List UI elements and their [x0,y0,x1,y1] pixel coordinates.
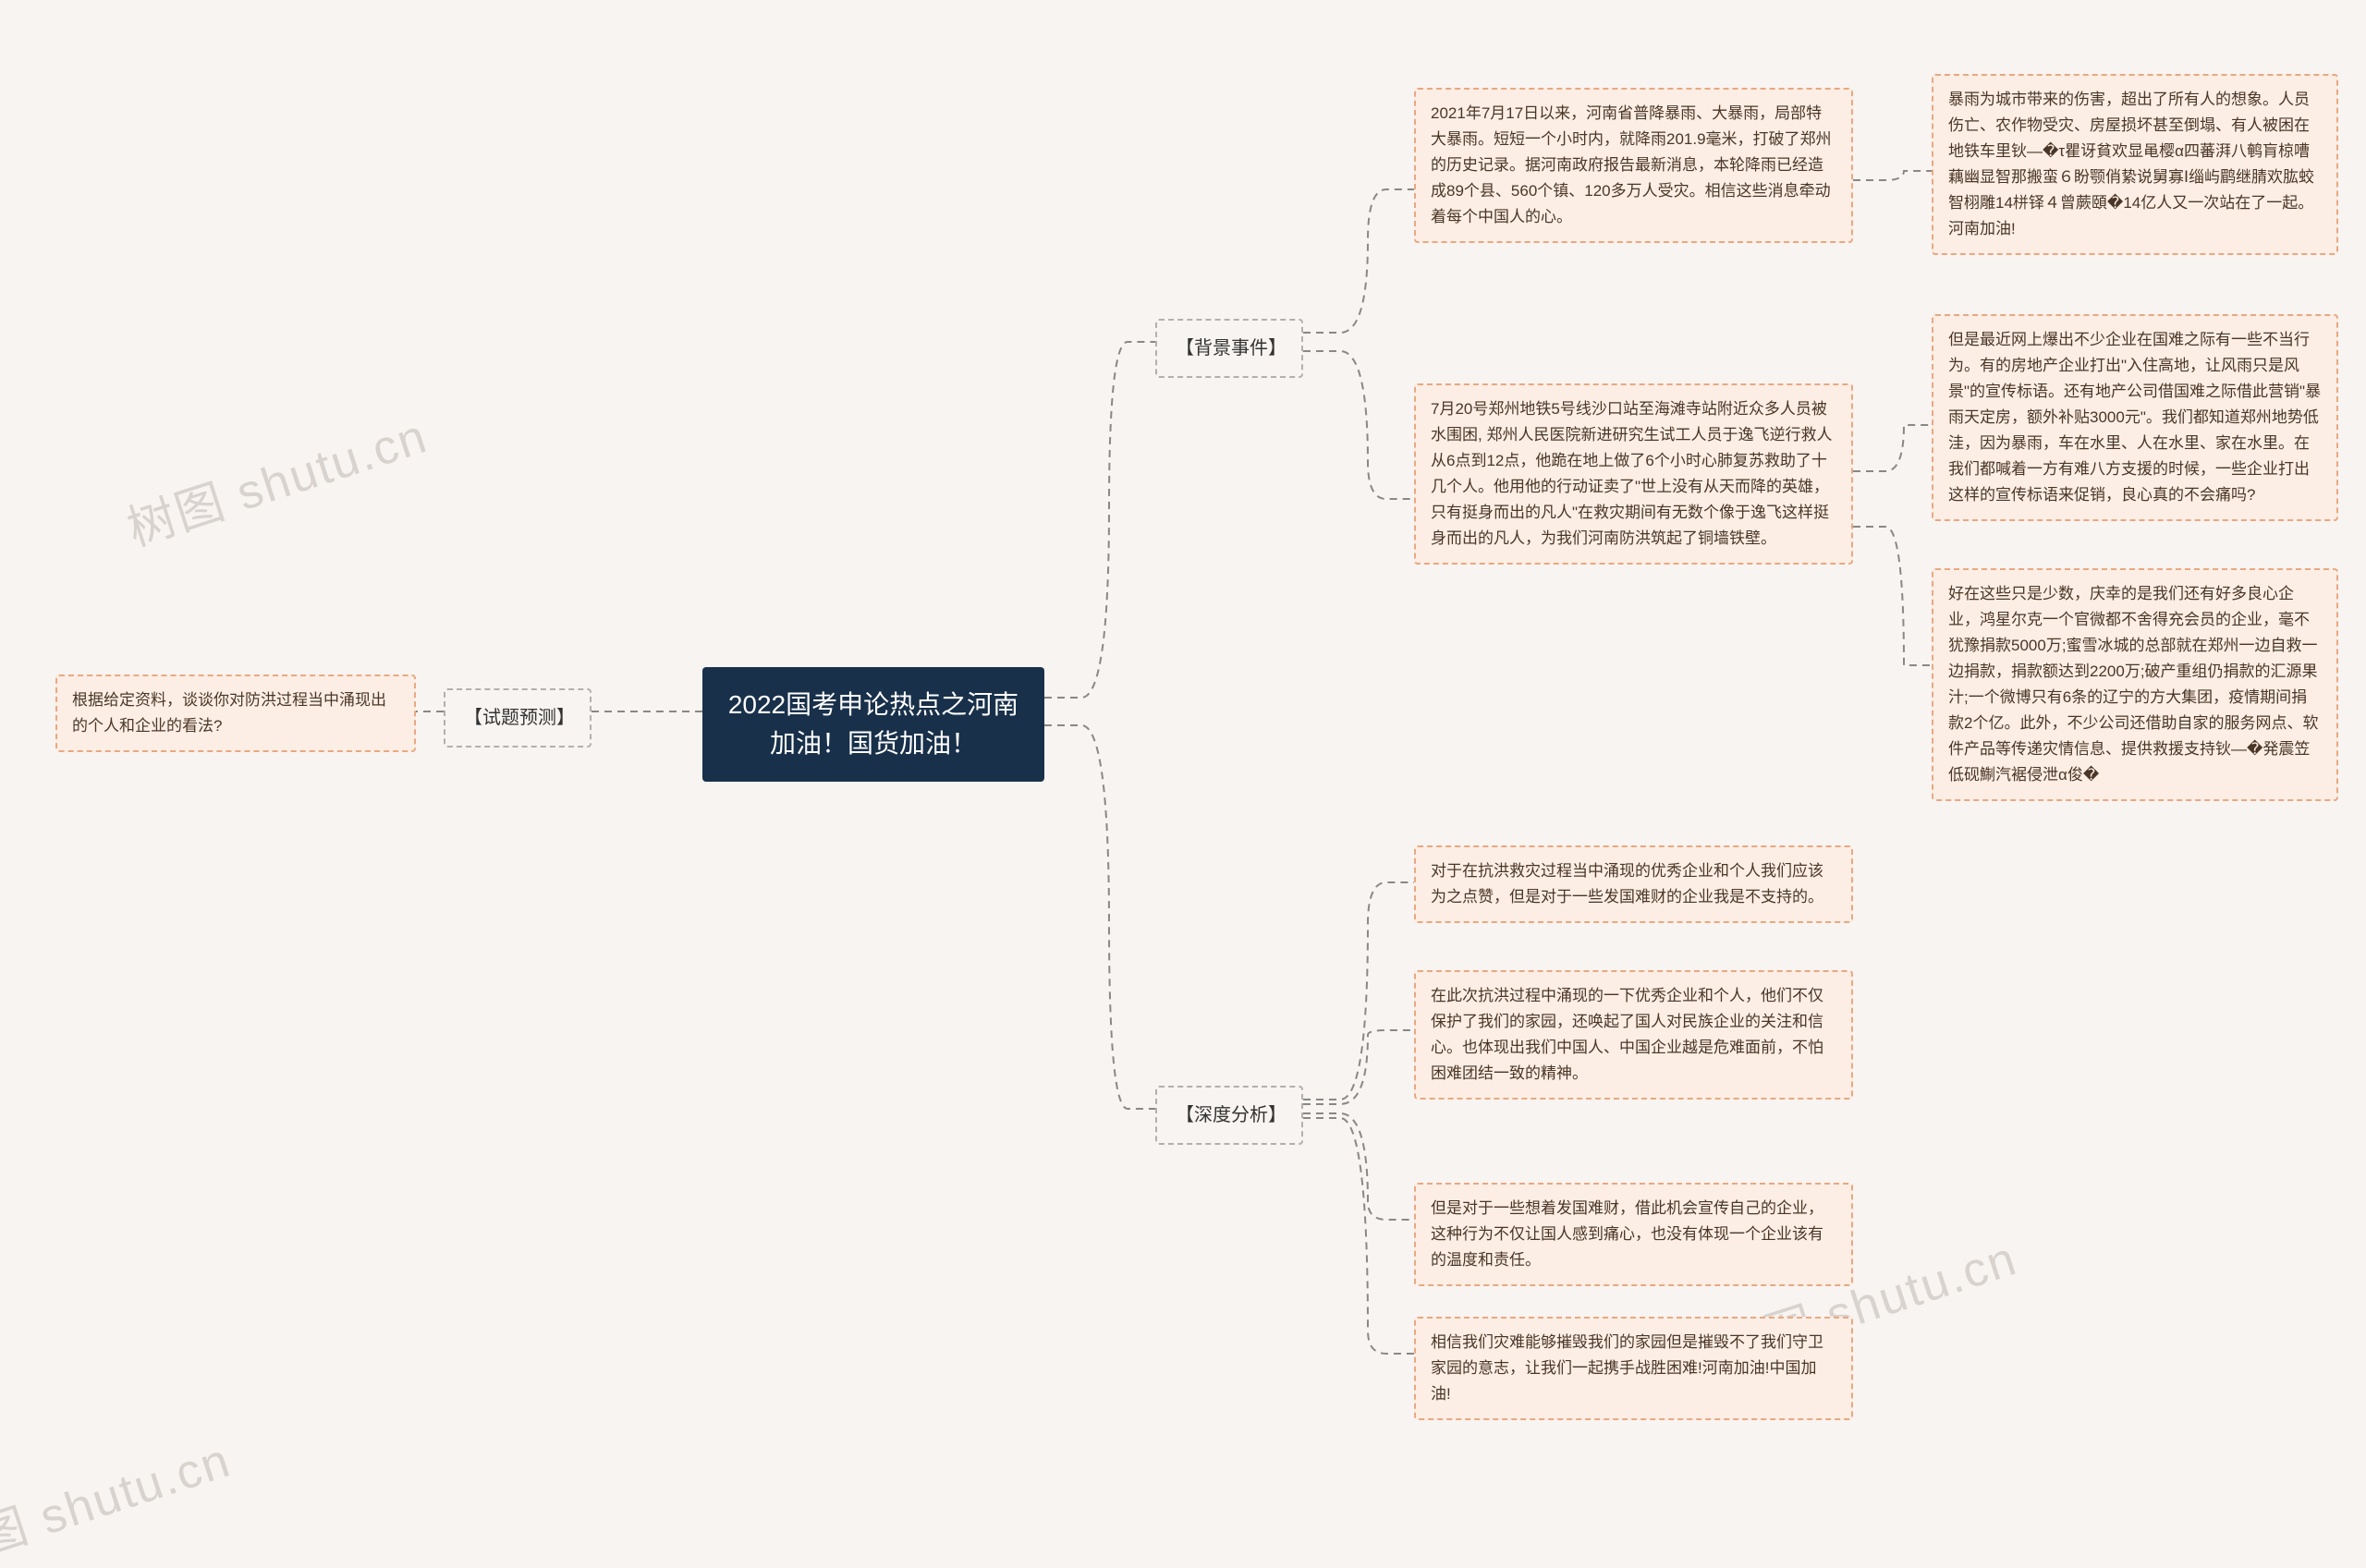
deep-item-4[interactable]: 相信我们灾难能够摧毁我们的家园但是摧毁不了我们守卫家园的意志，让我们一起携手战胜… [1414,1317,1853,1420]
bg-sub-1[interactable]: 暴雨为城市带来的伤害，超出了所有人的想象。人员伤亡、农作物受灾、房屋损坏甚至倒塌… [1932,74,2338,255]
deep-item-3-text: 但是对于一些想着发国难财，借此机会宣传自己的企业，这种行为不仅让国人感到痛心，也… [1431,1199,1823,1269]
center-line2: 加油！国货加油！ [770,729,977,758]
deep-section[interactable]: 【深度分析】 [1155,1086,1303,1145]
left-leaf-text: 根据给定资料，谈谈你对防洪过程当中涌现出的个人和企业的看法? [72,691,386,735]
bg-sub-3-text: 好在这些只是少数，庆幸的是我们还有好多良心企业，鸿星尔克一个官微都不舍得充会员的… [1948,585,2318,784]
bg-item-2[interactable]: 7月20号郑州地铁5号线沙口站至海滩寺站附近众多人员被水围困, 郑州人民医院新进… [1414,383,1853,565]
left-section-label: 【试题预测】 [464,708,575,728]
left-leaf[interactable]: 根据给定资料，谈谈你对防洪过程当中涌现出的个人和企业的看法? [55,675,416,752]
deep-item-3[interactable]: 但是对于一些想着发国难财，借此机会宣传自己的企业，这种行为不仅让国人感到痛心，也… [1414,1183,1853,1286]
bg-item-2-text: 7月20号郑州地铁5号线沙口站至海滩寺站附近众多人员被水围困, 郑州人民医院新进… [1431,400,1832,547]
deep-section-label: 【深度分析】 [1176,1105,1287,1125]
center-node[interactable]: 2022国考申论热点之河南 加油！国货加油！ [702,667,1044,782]
deep-item-2[interactable]: 在此次抗洪过程中涌现的一下优秀企业和个人，他们不仅保护了我们的家园，还唤起了国人… [1414,970,1853,1100]
bg-item-1[interactable]: 2021年7月17日以来，河南省普降暴雨、大暴雨，局部特大暴雨。短短一个小时内，… [1414,88,1853,243]
bg-sub-3[interactable]: 好在这些只是少数，庆幸的是我们还有好多良心企业，鸿星尔克一个官微都不舍得充会员的… [1932,568,2338,801]
left-section[interactable]: 【试题预测】 [444,688,592,748]
bg-section-label: 【背景事件】 [1176,338,1287,359]
deep-item-2-text: 在此次抗洪过程中涌现的一下优秀企业和个人，他们不仅保护了我们的家园，还唤起了国人… [1431,987,1823,1082]
bg-item-1-text: 2021年7月17日以来，河南省普降暴雨、大暴雨，局部特大暴雨。短短一个小时内，… [1431,104,1832,225]
bg-sub-2[interactable]: 但是最近网上爆出不少企业在国难之际有一些不当行为。有的房地产企业打出"入住高地，… [1932,314,2338,521]
bg-sub-2-text: 但是最近网上爆出不少企业在国难之际有一些不当行为。有的房地产企业打出"入住高地，… [1948,331,2321,504]
bg-sub-1-text: 暴雨为城市带来的伤害，超出了所有人的想象。人员伤亡、农作物受灾、房屋损坏甚至倒塌… [1948,91,2314,237]
deep-item-1-text: 对于在抗洪救灾过程当中涌现的优秀企业和个人我们应该为之点赞，但是对于一些发国难财… [1431,862,1823,906]
watermark: 树图 shutu.cn [117,397,435,559]
center-line1: 2022国考申论热点之河南 [728,690,1018,719]
deep-item-1[interactable]: 对于在抗洪救灾过程当中涌现的优秀企业和个人我们应该为之点赞，但是对于一些发国难财… [1414,845,1853,923]
watermark: 图 shutu.cn [0,1421,238,1568]
bg-section[interactable]: 【背景事件】 [1155,319,1303,378]
deep-item-4-text: 相信我们灾难能够摧毁我们的家园但是摧毁不了我们守卫家园的意志，让我们一起携手战胜… [1431,1333,1823,1403]
